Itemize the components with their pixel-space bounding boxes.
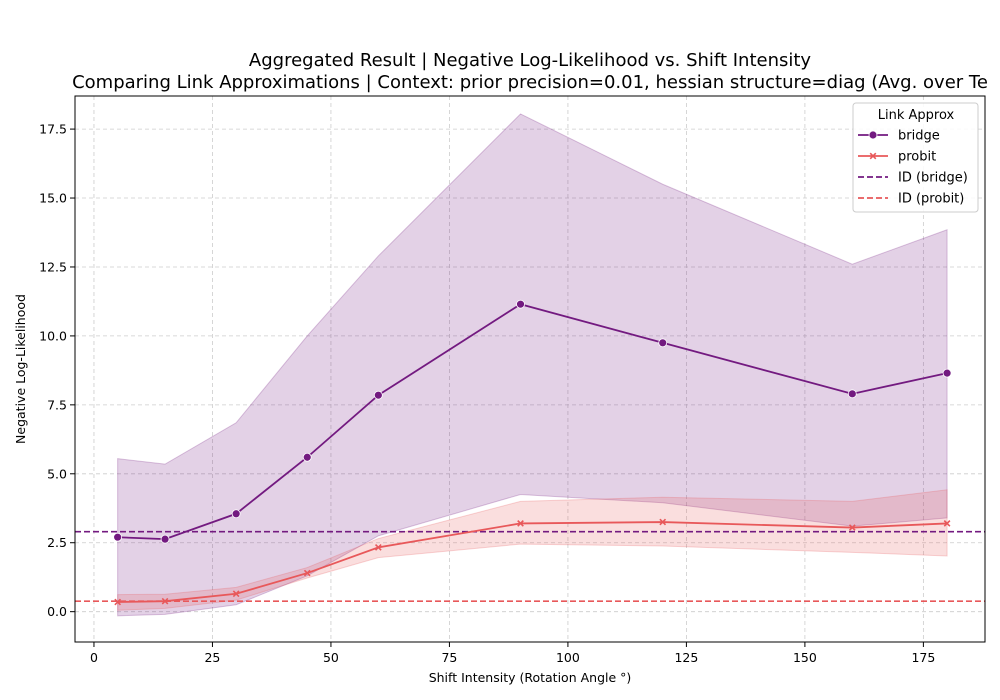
point-bridge [160,534,170,544]
y-tick-label: 12.5 [39,259,67,274]
point-probit [848,524,856,531]
legend-box [852,102,979,213]
legend: Link Approx bridge probit ID (bridge) ID (p… [852,102,979,213]
x-tick-label: 0 [90,650,98,665]
band-bridge [117,113,948,617]
x-tick-label: 50 [323,650,339,665]
y-tick-label: 7.5 [47,397,67,412]
y-axis-label: Negative Log-Likelihood [13,294,28,444]
point-probit [114,598,122,606]
y-tick-label: 10.0 [39,328,67,343]
chart-subtitle: Comparing Link Approximations | Context:… [72,72,988,93]
point-probit [943,520,951,527]
y-tick-label: 2.5 [47,535,67,550]
x-tick-label: 25 [204,650,220,665]
reference-lines [75,530,985,602]
x-axis-ticks: 0 25 50 75 100 125 150 175 [90,642,935,665]
point-probit [517,520,524,527]
point-bridge [113,532,123,542]
point-bridge [516,299,525,309]
point-probit [161,597,169,605]
x-tick-label: 125 [674,650,698,665]
x-tick-label: 75 [441,650,457,665]
x-tick-label: 150 [793,650,817,665]
point-bridge [847,389,857,399]
x-tick-label: 175 [911,650,935,665]
legend-label: ID (bridge) [898,171,968,186]
legend-label: bridge [898,129,940,144]
plot-area-background [75,96,985,642]
legend-label: probit [898,150,936,165]
y-tick-label: 17.5 [39,122,67,137]
series-markers [113,299,952,606]
legend-items: bridge probit ID (bridge) ID (probit) [858,129,968,207]
legend-title: Link Approx [878,108,955,123]
point-bridge [373,390,383,400]
x-axis-label: Shift Intensity (Rotation Angle °) [429,670,632,685]
x-tick-label: 100 [556,650,580,665]
band-probit [117,489,948,611]
y-tick-label: 15.0 [39,191,67,206]
point-bridge [302,452,312,462]
point-probit [374,544,382,551]
point-bridge [231,509,241,519]
chart-title: Aggregated Result | Negative Log-Likelih… [249,50,812,71]
legend-marker [868,130,878,140]
legend-marker [869,152,877,160]
y-tick-label: 5.0 [47,466,67,481]
confidence-bands [117,113,948,617]
point-probit [659,518,667,526]
plot-frame [74,95,986,643]
point-probit [232,590,240,598]
point-bridge [658,338,668,348]
point-bridge [942,368,952,378]
point-probit [303,569,311,577]
y-axis-ticks: 0.0 2.5 5.0 7.5 10.0 12.5 15.0 17.5 [39,122,75,619]
legend-label: ID (probit) [898,192,964,207]
y-tick-label: 0.0 [47,604,67,619]
